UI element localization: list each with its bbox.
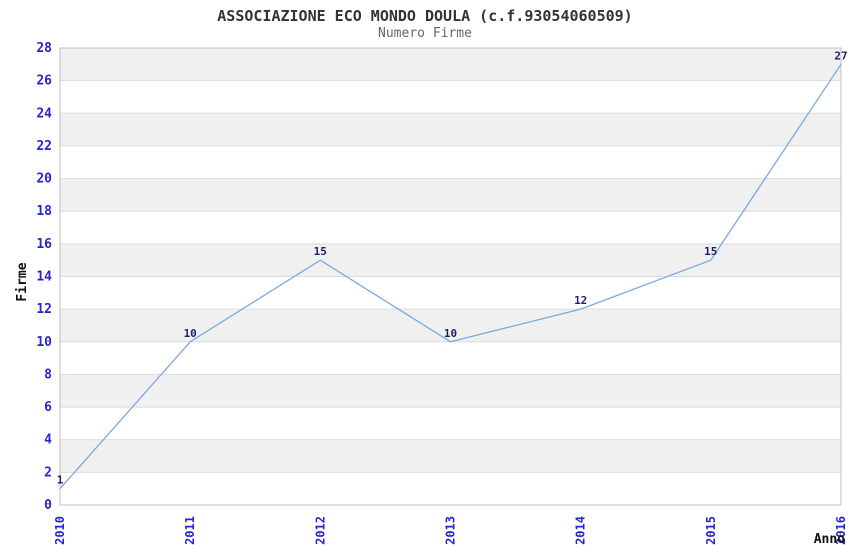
x-tick-label: 2013 [444, 516, 458, 545]
data-series [59, 63, 842, 490]
x-tick-label: 2016 [834, 516, 848, 545]
chart-title: ASSOCIAZIONE ECO MONDO DOULA (c.f.930540… [217, 7, 633, 25]
data-point-label: 12 [574, 294, 587, 307]
y-tick-label: 28 [36, 41, 52, 56]
grid-band [60, 113, 841, 146]
data-point-label: 1 [57, 474, 64, 487]
y-tick-label: 10 [36, 335, 52, 350]
series-line [59, 63, 842, 490]
grid-band [60, 374, 841, 408]
chart-subtitle: Numero Firme [378, 26, 472, 41]
x-axis-tick-labels: 2010 2011 2012 2013 2014 2015 2016 [53, 516, 848, 545]
grid-band [60, 48, 841, 81]
y-tick-label: 14 [36, 270, 52, 285]
y-tick-label: 16 [36, 237, 52, 252]
data-point-label: 10 [444, 327, 457, 340]
y-tick-label: 18 [36, 204, 52, 219]
plot-border [59, 47, 842, 506]
x-tick-label: 2010 [53, 516, 67, 545]
grid-lines [60, 80, 841, 473]
data-point-label: 10 [184, 327, 197, 340]
y-tick-label: 20 [36, 172, 52, 187]
grid-bands [60, 48, 841, 473]
y-tick-label: 8 [44, 367, 52, 382]
y-tick-label: 12 [36, 302, 52, 317]
data-point-label: 15 [314, 245, 327, 258]
x-tick-label: 2014 [574, 516, 588, 545]
x-tick-label: 2015 [704, 516, 718, 545]
y-tick-label: 24 [36, 106, 52, 121]
grid-band [60, 439, 841, 473]
y-axis-title: Firme [15, 262, 30, 301]
grid-band [60, 243, 841, 277]
y-tick-label: 2 [44, 465, 52, 480]
data-point-label: 15 [704, 245, 717, 258]
y-tick-label: 22 [36, 139, 52, 154]
x-tick-label: 2011 [183, 516, 197, 545]
data-point-label: 27 [834, 49, 847, 62]
grid-band [60, 178, 841, 212]
y-tick-label: 4 [44, 433, 52, 448]
data-point-labels: 1 10 15 10 12 15 27 [57, 49, 848, 486]
y-tick-label: 0 [44, 498, 52, 513]
grid-band [60, 309, 841, 342]
x-axis-title: Anno [814, 532, 845, 547]
y-tick-label: 26 [36, 74, 52, 89]
y-tick-label: 6 [44, 400, 52, 415]
x-tick-label: 2012 [313, 516, 327, 545]
